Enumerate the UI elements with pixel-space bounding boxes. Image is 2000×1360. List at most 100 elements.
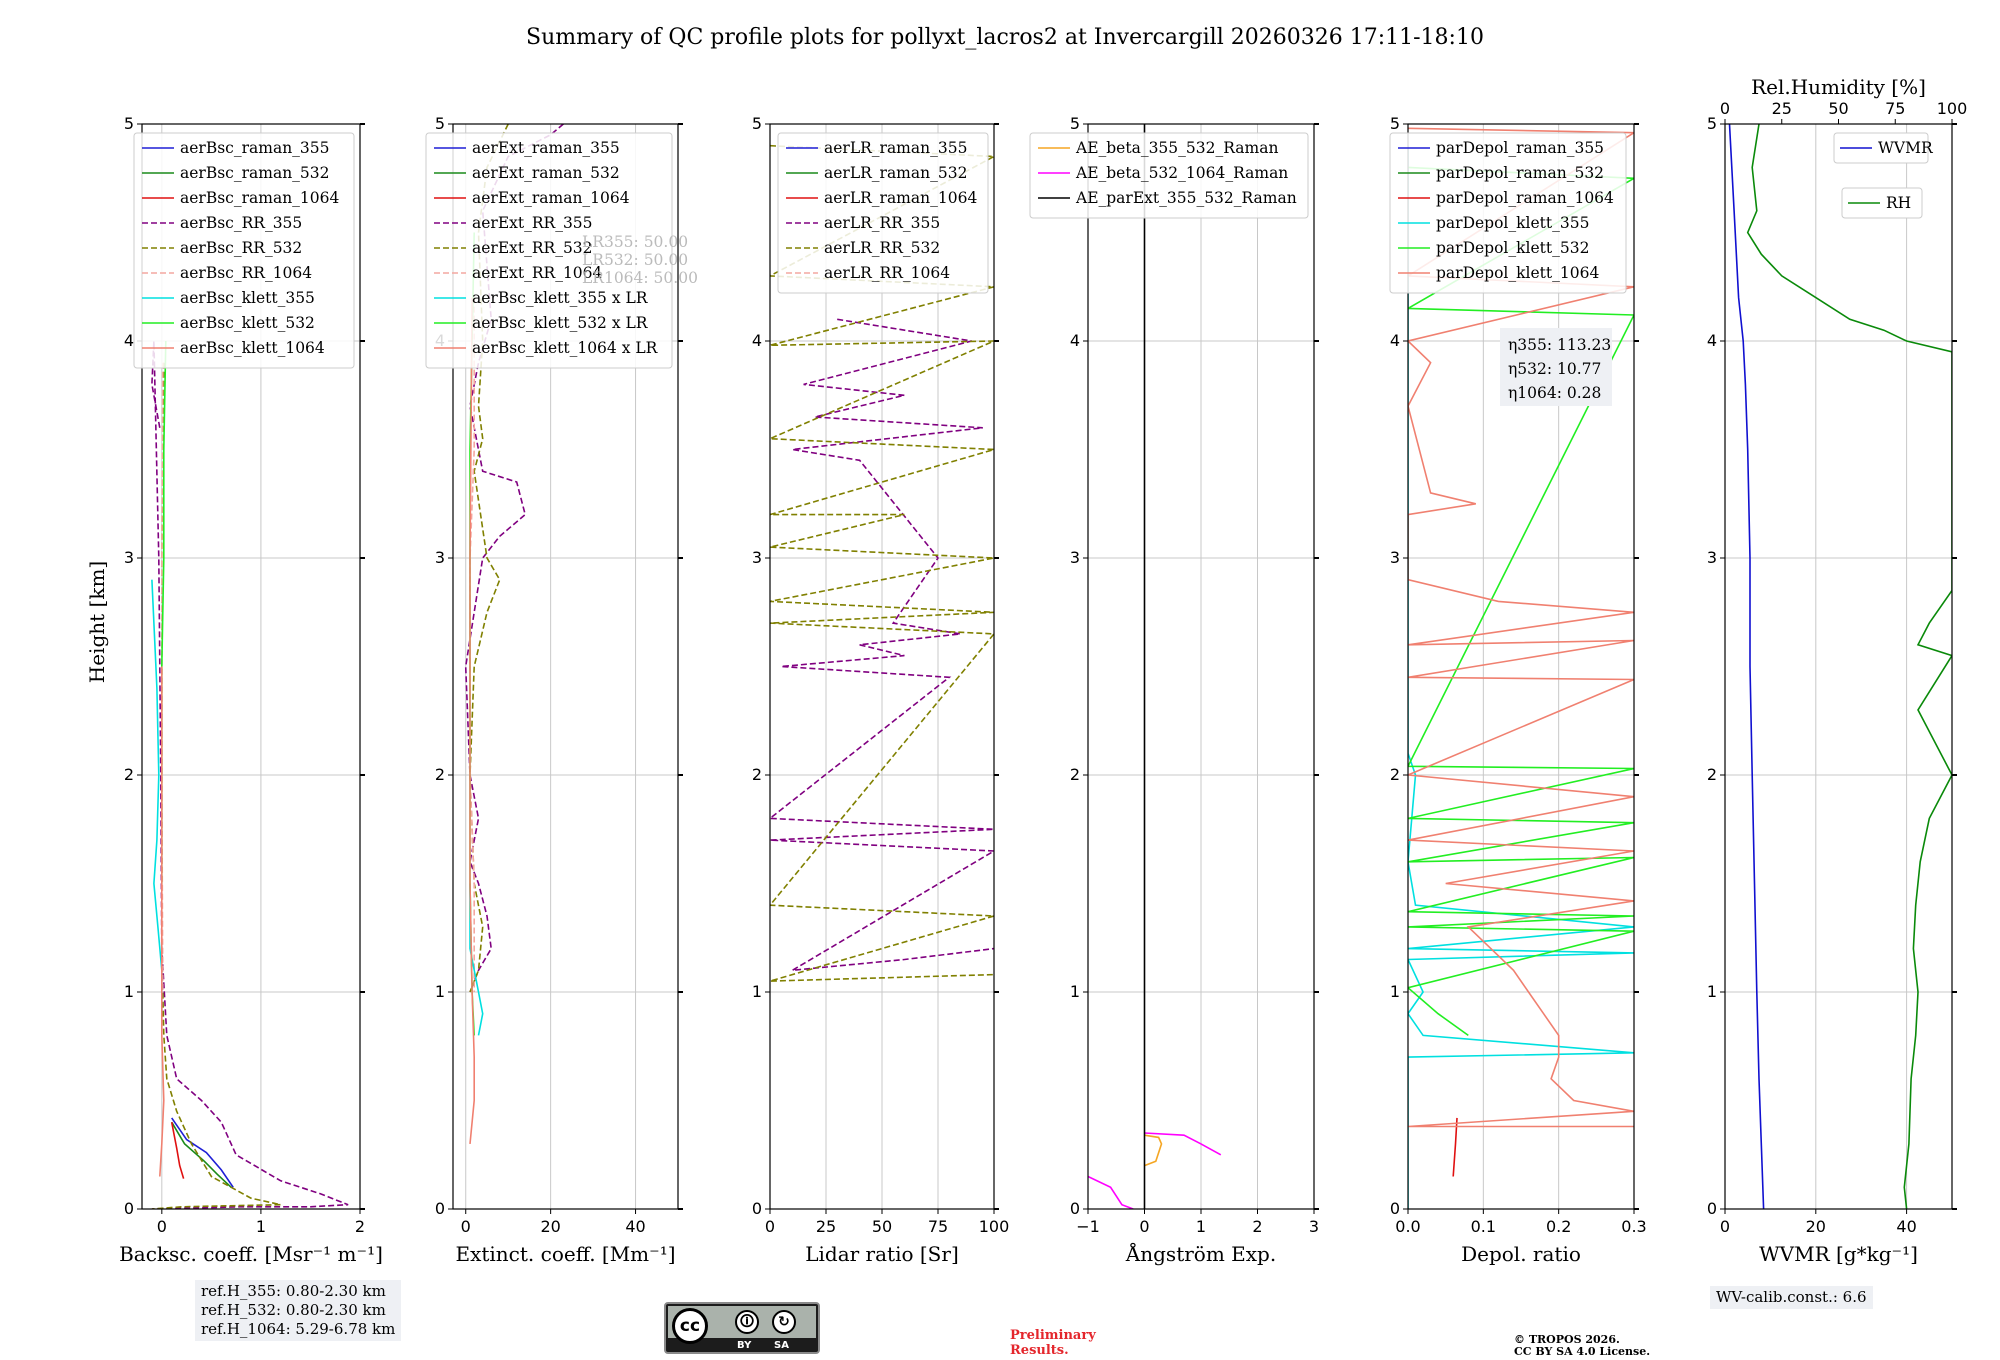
legend-label-aerBsc_RR_532: aerBsc_RR_532 <box>180 239 302 257</box>
ytick-label: 5 <box>1707 114 1717 133</box>
legend: WVMR RH <box>1833 132 1934 219</box>
ytick-label: 4 <box>1390 331 1400 350</box>
xtick-label: 0 <box>461 1217 471 1236</box>
panel-ext: 01234502040Extinct. coeff. [Mm⁻¹]aerExt_… <box>425 114 698 1266</box>
panel-depol: 0 1 2 3 4 5 0.0 0.1 0.2 0.3 Depol. ratio parDepol_r… <box>1389 114 1647 1266</box>
legend-label-parDepol_klett_532: parDepol_klett_532 <box>1436 239 1589 257</box>
ytick-label: 5 <box>1070 114 1080 133</box>
legend-label-aerBsc_RR_1064: aerBsc_RR_1064 <box>180 264 312 282</box>
lr-annotation: LR532: 50.00 <box>582 251 688 269</box>
ytick-label: 3 <box>435 548 445 567</box>
xtick-label: 0 <box>157 1217 167 1236</box>
legend-label-parDepol_klett_355: parDepol_klett_355 <box>1436 214 1589 232</box>
series-line-aerLR_RR_532 <box>770 144 994 982</box>
series-line-parDepol_klett_532 <box>1408 166 1634 1037</box>
refh-532: ref.H_532: 0.80-2.30 km <box>201 1301 386 1319</box>
top-axis-label: Rel.Humidity [%] <box>1751 75 1926 99</box>
top-tick-label: 75 <box>1885 99 1905 118</box>
legend-label-aerBsc_klett_532 x LR: aerBsc_klett_532 x LR <box>472 314 649 332</box>
xtick-label: 3 <box>1309 1217 1319 1236</box>
legend-label-aerBsc_RR_355: aerBsc_RR_355 <box>180 214 302 232</box>
ytick-label: 0 <box>124 1199 134 1218</box>
series-group <box>1728 124 1952 1209</box>
axes-frame <box>141 123 361 1210</box>
legend-label-aerBsc_klett_532: aerBsc_klett_532 <box>180 314 315 332</box>
ytick-label: 1 <box>435 982 445 1001</box>
eta-annotation: η355: 113.23 <box>1508 336 1611 354</box>
legend-label-AE_beta_532_1064_Raman: AE_beta_532_1064_Raman <box>1075 164 1288 182</box>
legend-label-aerLR_RR_1064: aerLR_RR_1064 <box>824 264 950 282</box>
ytick-label: 4 <box>752 331 762 350</box>
legend-label-aerBsc_klett_355: aerBsc_klett_355 <box>180 289 315 307</box>
top-tick-label: 50 <box>1828 99 1848 118</box>
cc-by-icon: 🛈 <box>735 1310 759 1334</box>
wv-calib-box: WV-calib.const.: 6.6 <box>1710 1286 1873 1309</box>
series-line-parDepol_klett_1064 <box>1408 127 1634 1128</box>
xtick-label: −1 <box>1076 1217 1100 1236</box>
xtick-label: 20 <box>540 1217 560 1236</box>
series-line-AE_beta_532_1064_Raman_upper <box>1144 1132 1222 1156</box>
ytick-label: 1 <box>124 982 134 1001</box>
xtick-label: 20 <box>1806 1217 1826 1236</box>
legend-label-aerLR_raman_1064: aerLR_raman_1064 <box>824 189 977 207</box>
prelim-line-2: Results. <box>1010 1343 1069 1358</box>
xtick-label: 40 <box>625 1217 645 1236</box>
legend-label-aerExt_RR_355: aerExt_RR_355 <box>472 214 593 232</box>
legend: aerLR_raman_355 aerLR_raman_532 aerLR_rama… <box>777 132 989 294</box>
ytick-label: 5 <box>1390 114 1400 133</box>
legend-box <box>777 132 989 294</box>
prelim-line-1: Preliminary <box>1010 1328 1096 1343</box>
ytick-label: 2 <box>1707 765 1717 784</box>
legend-label-parDepol_raman_355: parDepol_raman_355 <box>1436 139 1604 157</box>
ytick-label: 2 <box>1070 765 1080 784</box>
series-line-RH <box>1746 124 1952 1209</box>
xtick-label: 0 <box>1720 1217 1730 1236</box>
legend: AE_beta_355_532_Raman AE_beta_532_1064_Ra… <box>1029 132 1309 219</box>
axes-frame <box>1724 123 1953 1210</box>
eta-annotation: η532: 10.77 <box>1508 360 1601 378</box>
legend: aerBsc_raman_355 aerBsc_raman_532 aerBsc_r… <box>133 132 355 369</box>
ytick-label: 1 <box>1390 982 1400 1001</box>
xtick-label: 40 <box>1896 1217 1916 1236</box>
cc-license-badge: cc 🛈 ↻ BY SA <box>664 1302 820 1354</box>
legend-label-aerExt_raman_355: aerExt_raman_355 <box>472 139 620 157</box>
ytick-label: 4 <box>1707 331 1717 350</box>
series-line-aerBsc_RR_532 <box>151 362 281 1209</box>
copyright-line-1: © TROPOS 2026. <box>1514 1333 1620 1346</box>
legend-label-aerLR_RR_532: aerLR_RR_532 <box>824 239 940 257</box>
legend-label-aerBsc_raman_355: aerBsc_raman_355 <box>180 139 330 157</box>
legend-label-parDepol_klett_1064: parDepol_klett_1064 <box>1436 264 1599 282</box>
xtick-label: 2 <box>355 1217 365 1236</box>
series-group <box>1408 127 1634 1209</box>
y-axis-label: Height [km] <box>85 561 109 683</box>
legend-label-aerBsc_klett_1064: aerBsc_klett_1064 <box>180 339 325 357</box>
legend-label-aerLR_raman_355: aerLR_raman_355 <box>824 139 967 157</box>
legend-label-aerLR_raman_532: aerLR_raman_532 <box>824 164 967 182</box>
cc-logo-icon: cc <box>672 1308 708 1344</box>
legend-label-AE_beta_355_532_Raman: AE_beta_355_532_Raman <box>1075 139 1278 157</box>
x-axis-label: Ångström Exp. <box>1125 1241 1276 1266</box>
copyright-line-2: CC BY SA 4.0 License. <box>1514 1345 1651 1358</box>
x-axis-label: Backsc. coeff. [Msr⁻¹ m⁻¹] <box>119 1242 383 1266</box>
ytick-label: 3 <box>1390 548 1400 567</box>
axes-frame <box>452 123 679 1210</box>
series-line-aerBsc_raman_1064 <box>170 1122 185 1179</box>
series-group <box>1088 124 1222 1209</box>
legend-label-aerBsc_raman_1064: aerBsc_raman_1064 <box>180 189 340 207</box>
series-group <box>464 124 564 1144</box>
ytick-label: 4 <box>1070 331 1080 350</box>
eta-box <box>1500 328 1612 406</box>
preliminary-note: Preliminary Results. <box>1010 1328 1096 1358</box>
xtick-label: 0.3 <box>1621 1217 1646 1236</box>
ytick-label: 0 <box>1707 1199 1717 1218</box>
legend-label-WVMR: WVMR <box>1878 139 1934 157</box>
legend-box <box>1029 132 1309 219</box>
series-line-aerBsc_RR_355 <box>151 340 349 1209</box>
ytick-label: 0 <box>1390 1199 1400 1218</box>
xtick-label: 0.2 <box>1546 1217 1571 1236</box>
lr-annotation: LR1064: 50.00 <box>582 269 698 287</box>
legend-label-aerBsc_klett_355 x LR: aerBsc_klett_355 x LR <box>472 289 649 307</box>
